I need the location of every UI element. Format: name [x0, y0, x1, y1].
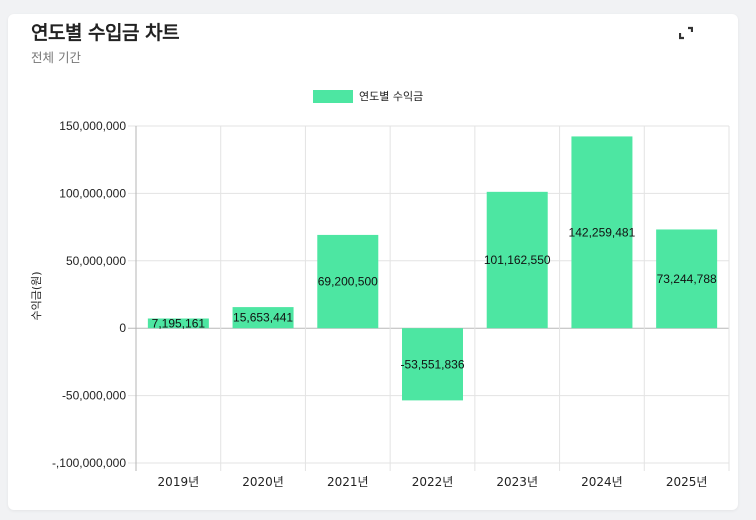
data-label: 101,162,550	[484, 253, 551, 267]
y-tick-label: -,100,000,000	[52, 456, 126, 470]
data-label: 7,195,161	[152, 316, 206, 330]
x-tick-label: 2019년	[158, 475, 200, 489]
y-tick-label: 0	[119, 321, 126, 335]
x-axis-ticks: 2019년 2020년 2021년 2022년 2023년 2024년 2025년	[158, 475, 708, 489]
y-tick-label: 150,000,000	[59, 119, 126, 133]
x-tick-label: 2020년	[242, 475, 284, 489]
x-tick-label: 2021년	[327, 475, 369, 489]
data-label: 142,259,481	[569, 225, 636, 239]
bars	[147, 136, 718, 401]
legend-swatch	[313, 89, 353, 103]
x-tick-label: 2023년	[496, 475, 538, 489]
data-label: 15,653,441	[233, 311, 293, 325]
bar[interactable]	[232, 307, 294, 329]
grid-lines	[128, 125, 730, 471]
expand-icon	[678, 26, 694, 40]
bar[interactable]	[317, 234, 379, 329]
legend-label: 연도별 수익금	[359, 90, 424, 103]
data-labels: 7,195,161 15,653,441 69,200,500 -53,551,836…	[152, 225, 717, 371]
legend-item[interactable]: 연도별 수익금	[313, 88, 423, 104]
x-tick-label: 2022년	[412, 475, 454, 489]
bar[interactable]	[147, 318, 209, 329]
bar[interactable]	[571, 136, 633, 329]
data-label: 73,244,788	[657, 272, 717, 286]
bar[interactable]	[486, 191, 548, 329]
y-tick-label: -50,000,000	[62, 389, 126, 403]
y-tick-label: 50,000,000	[66, 254, 126, 268]
bar[interactable]	[402, 328, 463, 401]
expand-button[interactable]	[678, 26, 694, 40]
x-tick-label: 2025년	[666, 475, 708, 489]
x-tick-label: 2024년	[581, 475, 623, 489]
bar[interactable]	[656, 229, 718, 329]
chart-title: 연도별 수입금 차트	[31, 22, 180, 44]
data-label: -53,551,836	[400, 357, 464, 371]
y-axis-ticks: 150,000,000 100,000,000 50,000,000 0 -50,000…	[52, 119, 126, 470]
y-axis-title: 수익금(원)	[30, 271, 43, 320]
chart-subtitle: 전체 기간	[31, 50, 81, 65]
y-tick-label: 100,000,000	[59, 186, 126, 200]
data-label: 69,200,500	[318, 275, 378, 289]
